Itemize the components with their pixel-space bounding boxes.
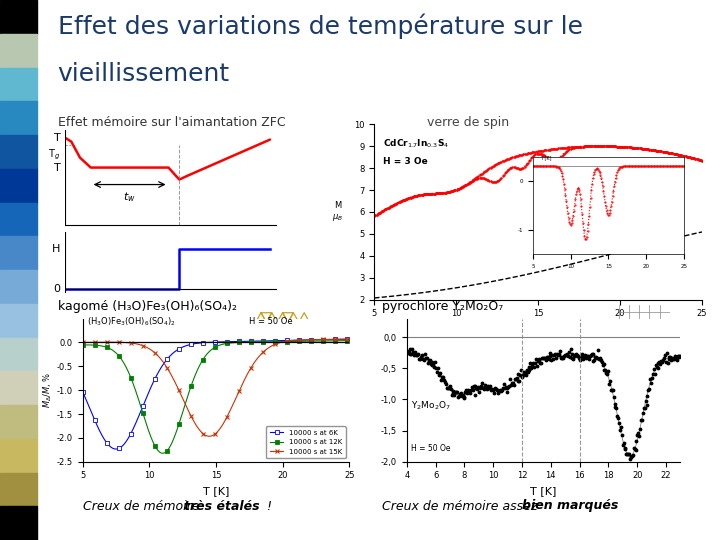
10000 s at 15K <box>204 433 213 440</box>
10000 s at 12K <box>111 349 120 355</box>
Y-axis label: M
$\mu_B$: M $\mu_B$ <box>332 201 343 222</box>
Text: Effet des variations de température sur le: Effet des variations de température sur … <box>58 14 582 39</box>
10000 s at 6K <box>78 389 87 395</box>
10000 s at 6K <box>247 338 256 345</box>
10000 s at 6K <box>271 338 280 344</box>
10000 s at 15K <box>345 336 354 342</box>
Text: T$_g$: T$_g$ <box>48 147 60 162</box>
Text: bien marqués: bien marqués <box>522 500 618 512</box>
10000 s at 6K <box>166 353 174 359</box>
10000 s at 12K <box>184 389 193 396</box>
10000 s at 6K <box>184 342 193 348</box>
Line: 10000 s at 12K: 10000 s at 12K <box>81 339 351 455</box>
Text: CdCr$_{1.7}$In$_{0.3}$S$_4$: CdCr$_{1.7}$In$_{0.3}$S$_4$ <box>382 137 449 150</box>
Text: H = 50 Oe: H = 50 Oe <box>249 318 293 326</box>
10000 s at 6K <box>111 446 120 452</box>
10000 s at 15K <box>273 340 282 347</box>
Text: H = 50 Oe: H = 50 Oe <box>411 443 451 453</box>
10000 s at 12K <box>158 450 167 456</box>
10000 s at 12K <box>271 339 280 345</box>
10000 s at 12K <box>78 342 87 348</box>
Text: Creux de mémoire assez: Creux de mémoire assez <box>382 500 541 512</box>
Text: vieillissement: vieillissement <box>58 62 230 86</box>
10000 s at 12K <box>345 338 354 344</box>
10000 s at 6K <box>273 338 282 344</box>
10000 s at 15K <box>111 339 120 346</box>
Text: T: T <box>54 133 60 143</box>
Line: 10000 s at 6K: 10000 s at 6K <box>81 338 351 451</box>
Text: très étalés: très étalés <box>184 500 259 512</box>
Legend: 10000 s at 6K, 10000 s at 12K, 10000 s at 15K: 10000 s at 6K, 10000 s at 12K, 10000 s a… <box>266 427 346 458</box>
Text: H: H <box>52 244 60 254</box>
10000 s at 15K <box>78 339 87 346</box>
Y-axis label: $M_{\Delta}/M$, %: $M_{\Delta}/M$, % <box>42 372 54 408</box>
Text: 0: 0 <box>53 284 60 294</box>
10000 s at 12K <box>166 443 174 449</box>
10000 s at 15K <box>247 364 256 371</box>
10000 s at 15K <box>184 407 193 414</box>
Text: Y$_2$Mo$_2$O$_7$: Y$_2$Mo$_2$O$_7$ <box>411 400 451 413</box>
Text: Creux de mémoire: Creux de mémoire <box>83 500 203 512</box>
Text: pyrochlore Y₂Mo₂O₇: pyrochlore Y₂Mo₂O₇ <box>382 300 503 313</box>
X-axis label: T [K]: T [K] <box>526 324 550 334</box>
Text: verre de spin: verre de spin <box>427 116 509 129</box>
Text: Effet mémoire sur l'aimantation ZFC: Effet mémoire sur l'aimantation ZFC <box>58 116 285 129</box>
10000 s at 6K <box>112 446 120 453</box>
10000 s at 6K <box>345 336 354 342</box>
Text: H = 3 Oe: H = 3 Oe <box>382 157 428 166</box>
Text: T: T <box>54 163 60 173</box>
Text: !: ! <box>263 500 272 512</box>
X-axis label: T [K]: T [K] <box>203 486 229 496</box>
Text: T [K]: T [K] <box>540 155 552 160</box>
X-axis label: T [K]: T [K] <box>531 486 557 496</box>
Text: (H$_3$O)Fe$_3$(OH)$_6$(SO$_4$)$_2$: (H$_3$O)Fe$_3$(OH)$_6$(SO$_4$)$_2$ <box>87 315 176 328</box>
10000 s at 15K <box>271 341 280 347</box>
Line: 10000 s at 15K: 10000 s at 15K <box>81 337 351 438</box>
Text: kagomé (H₃O)Fe₃(OH)₆(SO₄)₂: kagomé (H₃O)Fe₃(OH)₆(SO₄)₂ <box>58 300 237 313</box>
Text: $t_w$: $t_w$ <box>123 191 136 204</box>
10000 s at 15K <box>166 369 174 375</box>
10000 s at 12K <box>247 339 256 346</box>
10000 s at 12K <box>273 339 282 345</box>
